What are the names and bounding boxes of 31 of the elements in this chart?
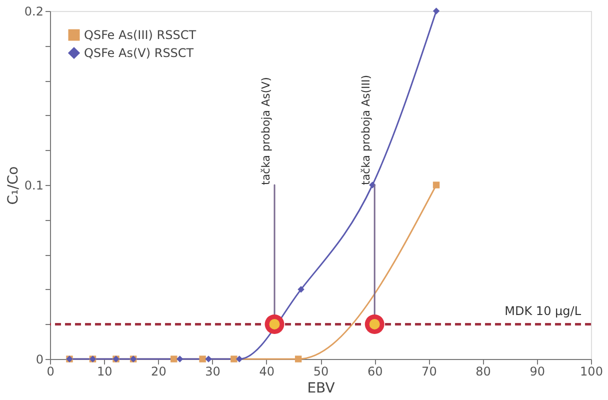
x-tick-label: 100 xyxy=(580,364,603,378)
x-tick-label: 0 xyxy=(46,364,54,378)
point xyxy=(205,356,212,362)
legend-label: QSFe As(V) RSSCT xyxy=(84,46,194,60)
point xyxy=(199,356,206,362)
x-tick-label: 20 xyxy=(151,364,166,378)
ref-line-label: MDK 10 μg/L xyxy=(504,304,582,318)
point xyxy=(236,356,243,362)
x-tick-label: 30 xyxy=(205,364,220,378)
y-tick-label: 0.2 xyxy=(24,4,44,18)
x-tick-label: 70 xyxy=(422,364,437,378)
point xyxy=(176,356,184,362)
annotation: tačka proboja As(V) xyxy=(260,77,273,185)
x-tick-label: 50 xyxy=(313,364,329,378)
annotation: tačka proboja As(III) xyxy=(360,74,373,185)
y-tick-label: 0.1 xyxy=(24,178,44,192)
point xyxy=(294,356,302,362)
point xyxy=(298,286,304,293)
point xyxy=(432,8,440,14)
point xyxy=(230,356,238,362)
x-tick-label: 40 xyxy=(259,364,275,378)
x-tick-label: 80 xyxy=(476,364,491,378)
x-axis-title: EBV xyxy=(307,380,336,396)
legend-label: QSFe As(III) RSSCT xyxy=(84,28,197,42)
y-axis-title: C₁/Co xyxy=(5,166,22,205)
x-tick-label: 10 xyxy=(96,364,112,378)
point xyxy=(432,182,440,188)
x-tick-label: 90 xyxy=(530,364,546,378)
point xyxy=(170,356,178,362)
x-tick-label: 60 xyxy=(367,364,383,378)
y-tick-label: 0 xyxy=(36,352,44,366)
